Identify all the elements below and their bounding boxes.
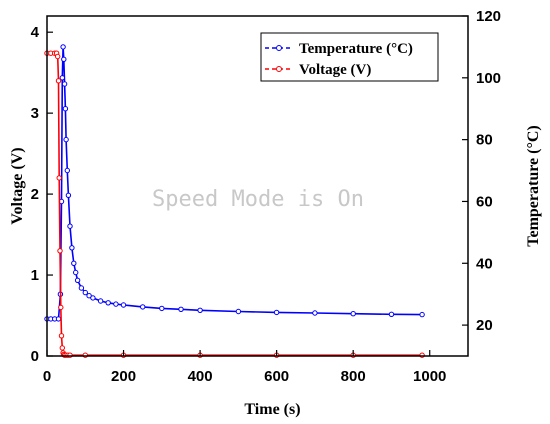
data-point: [273, 309, 280, 316]
data-point: [60, 44, 66, 50]
data-point: [64, 167, 71, 174]
data-point: [90, 295, 96, 301]
x-tick-label: 0: [43, 368, 51, 385]
y-right-axis-title: Temperature (°C): [525, 125, 542, 246]
data-point: [113, 301, 119, 307]
data-point: [65, 192, 72, 199]
y-left-tick-label: 3: [31, 105, 39, 122]
y-left-tick-label: 0: [31, 348, 39, 365]
data-point: [388, 311, 395, 317]
y-right-tick-label: 20: [476, 317, 493, 334]
data-point: [350, 311, 356, 317]
plot-frame: [46, 15, 469, 357]
y-left-tick-label: 1: [31, 267, 39, 284]
data-point: [140, 304, 146, 310]
data-point: [78, 285, 85, 291]
data-point: [62, 106, 69, 112]
data-point: [120, 302, 127, 308]
data-point: [55, 78, 62, 84]
x-tick-label: 800: [341, 368, 366, 385]
data-point: [73, 269, 79, 276]
y-left-tick-label: 4: [31, 24, 40, 41]
data-point: [74, 277, 81, 283]
data-point: [56, 175, 62, 181]
data-point: [58, 333, 65, 339]
legend-label: Voltage (V): [299, 62, 371, 78]
legend-label: Temperature (°C): [299, 41, 413, 57]
data-point: [419, 311, 425, 318]
y-left-tick-label: 2: [31, 186, 39, 203]
x-axis-title: Time (s): [244, 401, 300, 418]
data-point: [63, 136, 69, 143]
data-point: [82, 289, 89, 296]
data-point: [58, 304, 64, 311]
watermark: Speed Mode is On: [152, 187, 364, 212]
data-point: [59, 75, 65, 81]
data-point: [235, 308, 242, 315]
data-point: [159, 305, 165, 312]
data-point: [197, 307, 203, 313]
data-point: [55, 316, 62, 322]
data-point: [71, 260, 77, 266]
series-line-temperature: [47, 46, 423, 320]
data-point: [67, 223, 73, 229]
data-point: [97, 298, 104, 304]
y-right-tick-label: 80: [476, 132, 493, 149]
data-point: [86, 293, 92, 299]
data-point: [312, 310, 318, 316]
data-point: [57, 248, 63, 254]
data-point: [59, 345, 65, 351]
legend-box: [260, 32, 439, 82]
data-point: [178, 306, 184, 312]
data-point: [69, 245, 75, 251]
data-point: [105, 300, 111, 306]
y-left-axis-title: Voltage (V): [9, 147, 26, 224]
y-right-tick-label: 60: [476, 193, 493, 210]
x-tick-label: 1000: [413, 368, 446, 385]
legend-marker: [276, 45, 282, 51]
data-point: [55, 53, 61, 60]
x-tick-label: 200: [111, 368, 136, 385]
legend-marker: [276, 66, 282, 72]
x-tick-label: 600: [264, 368, 289, 385]
data-point: [61, 81, 68, 87]
x-tick-label: 400: [188, 368, 213, 385]
y-right-tick-label: 40: [476, 255, 493, 272]
y-right-tick-label: 100: [476, 70, 501, 87]
y-right-tick-label: 120: [476, 8, 501, 25]
legend: Temperature (°C) Voltage (V): [260, 32, 439, 82]
data-point: [61, 56, 67, 62]
